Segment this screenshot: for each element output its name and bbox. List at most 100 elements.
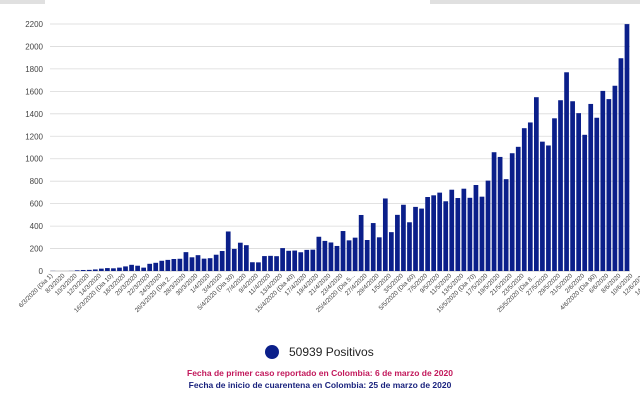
bar	[262, 256, 267, 271]
bar	[117, 267, 122, 271]
bars	[50, 24, 630, 272]
bar	[546, 145, 551, 271]
bar	[105, 268, 110, 271]
bar	[244, 245, 249, 271]
y-axis-ticks: 0 200 400 600 800 1000 1200 1400 1600 1800 2000 220…	[25, 20, 43, 276]
bar	[256, 262, 261, 271]
bar	[479, 196, 485, 271]
bar	[129, 264, 134, 271]
bar	[346, 240, 352, 271]
bar	[298, 252, 304, 271]
bar	[600, 90, 606, 271]
bar	[455, 198, 461, 271]
bar	[461, 188, 467, 271]
bar	[491, 152, 497, 271]
quarantine-note: Fecha de inicio de cuarentena en Colombi…	[188, 380, 452, 390]
bar	[183, 252, 189, 271]
bar	[322, 240, 328, 271]
bar	[370, 223, 376, 271]
bar	[80, 269, 86, 271]
bar	[515, 146, 521, 271]
bar	[552, 118, 557, 271]
bar	[92, 269, 98, 271]
bar	[111, 268, 116, 271]
bar	[443, 201, 449, 271]
bar	[225, 231, 231, 271]
legend-swatch	[265, 345, 279, 359]
top-left-corner-shape	[0, 0, 45, 4]
bar	[141, 267, 146, 271]
bar	[618, 58, 624, 271]
bar	[195, 255, 201, 271]
y-tick-label: 400	[30, 222, 44, 231]
bar	[123, 266, 128, 271]
bar	[624, 24, 630, 271]
bar	[527, 122, 533, 272]
bar	[286, 250, 291, 271]
bar	[250, 262, 255, 271]
y-tick-label: 1400	[25, 110, 43, 119]
bar	[389, 232, 394, 271]
bar	[425, 197, 430, 271]
bar	[582, 134, 588, 271]
bar	[509, 153, 515, 271]
gridlines	[50, 23, 630, 272]
x-axis-ticks: 6/3/2020 (Dia 1)8/3/202010/3/202012/3/20…	[18, 272, 640, 314]
bar	[219, 251, 225, 271]
y-tick-label: 1800	[25, 65, 43, 74]
bar	[407, 222, 412, 271]
bar	[340, 231, 346, 271]
bar	[237, 242, 243, 271]
bar	[395, 214, 400, 271]
bar	[280, 248, 285, 271]
bar	[612, 85, 618, 271]
bar	[310, 249, 316, 271]
bar	[135, 265, 140, 271]
bar	[316, 236, 322, 271]
bar	[99, 268, 104, 271]
bar	[201, 258, 207, 271]
bar	[588, 103, 594, 271]
y-tick-label: 0	[39, 267, 44, 276]
bar	[292, 250, 298, 271]
bar	[171, 258, 177, 271]
bar	[467, 197, 473, 271]
bar	[153, 262, 159, 271]
bar	[74, 270, 80, 271]
bar	[177, 258, 183, 271]
bar	[473, 185, 479, 271]
bar	[159, 260, 165, 271]
bar	[413, 206, 418, 271]
y-tick-label: 1200	[25, 132, 43, 141]
bar	[352, 237, 358, 271]
first-case-note: Fecha de primer caso reportado en Colomb…	[187, 368, 453, 378]
bar	[268, 255, 273, 271]
bar	[437, 192, 443, 271]
bar	[576, 113, 581, 271]
bar	[207, 258, 213, 271]
legend: 50939 Positivos	[265, 345, 374, 359]
bar	[304, 249, 310, 271]
bar	[449, 189, 455, 271]
y-tick-label: 1000	[25, 155, 43, 164]
bar	[503, 179, 509, 271]
bar	[606, 99, 612, 271]
legend-label: 50939 Positivos	[289, 345, 374, 359]
bar	[534, 97, 539, 271]
bar	[521, 128, 527, 271]
bar	[419, 208, 424, 271]
bar	[213, 254, 219, 271]
y-tick-label: 1600	[25, 87, 43, 96]
bar-chart: 0 200 400 600 800 1000 1200 1400 1600 1800 2000 220…	[18, 20, 640, 314]
bar	[485, 180, 491, 271]
top-right-corner-shape	[430, 0, 640, 4]
bar	[570, 101, 575, 272]
bar	[231, 248, 237, 271]
bar	[594, 117, 600, 271]
bar	[364, 240, 370, 271]
bar	[431, 195, 436, 271]
bar	[328, 242, 334, 271]
bar	[558, 100, 563, 271]
bar	[165, 259, 171, 271]
y-tick-label: 800	[30, 177, 44, 186]
